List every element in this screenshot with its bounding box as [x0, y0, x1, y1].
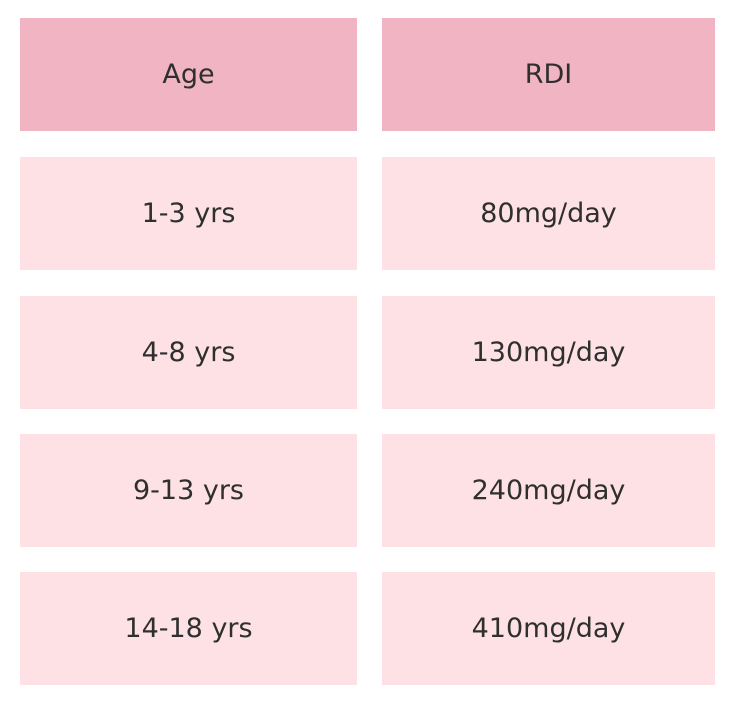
table-cell: 4-8 yrs — [20, 296, 357, 409]
table-cell: 410mg/day — [382, 572, 715, 685]
table-cell: 130mg/day — [382, 296, 715, 409]
table-cell: 14-18 yrs — [20, 572, 357, 685]
table-cell: 240mg/day — [382, 434, 715, 547]
header-cell: RDI — [382, 18, 715, 131]
table-cell: 9-13 yrs — [20, 434, 357, 547]
table-cell: 80mg/day — [382, 157, 715, 270]
header-cell: Age — [20, 18, 357, 131]
table-cell: 1-3 yrs — [20, 157, 357, 270]
